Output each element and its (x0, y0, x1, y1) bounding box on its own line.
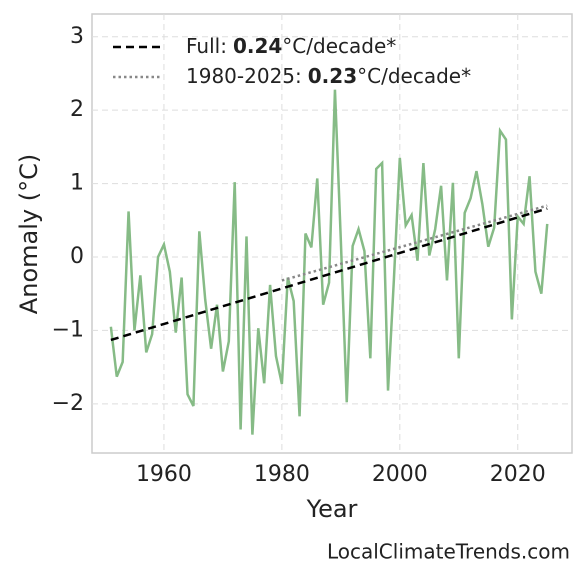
plot-frame (91, 13, 573, 454)
x-axis-label: Year (306, 495, 358, 523)
legend-slope: 0.24 (233, 34, 282, 58)
data-line (109, 89, 549, 435)
x-tick-label: 2000 (372, 462, 428, 487)
legend-name: 1980-2025: (186, 64, 302, 88)
y-axis-label: Anomaly (°C) (15, 154, 43, 314)
y-tick-label: 0 (70, 244, 84, 269)
y-tick-label: −1 (52, 317, 84, 342)
x-tick-label: 2020 (490, 462, 546, 487)
legend-slope: 0.23 (308, 64, 357, 88)
y-tick-label: 3 (70, 24, 84, 49)
legend-label: 1980-2025: 0.23°C/decade* (186, 64, 471, 88)
x-tick-label: 1960 (136, 462, 192, 487)
legend-label: Full: 0.24°C/decade* (186, 34, 396, 58)
y-tick-label: 2 (70, 97, 84, 122)
x-tick-label: 1980 (254, 462, 310, 487)
y-tick-label: −2 (52, 391, 84, 416)
source: LocalClimateTrends.com (327, 540, 570, 564)
trend-line (110, 207, 548, 342)
y-tick-label: 1 (70, 171, 84, 196)
legend-unit: °C/decade* (357, 64, 471, 88)
legend-unit: °C/decade* (282, 34, 396, 58)
legend-name: Full: (186, 34, 227, 58)
trend-line (281, 204, 548, 282)
